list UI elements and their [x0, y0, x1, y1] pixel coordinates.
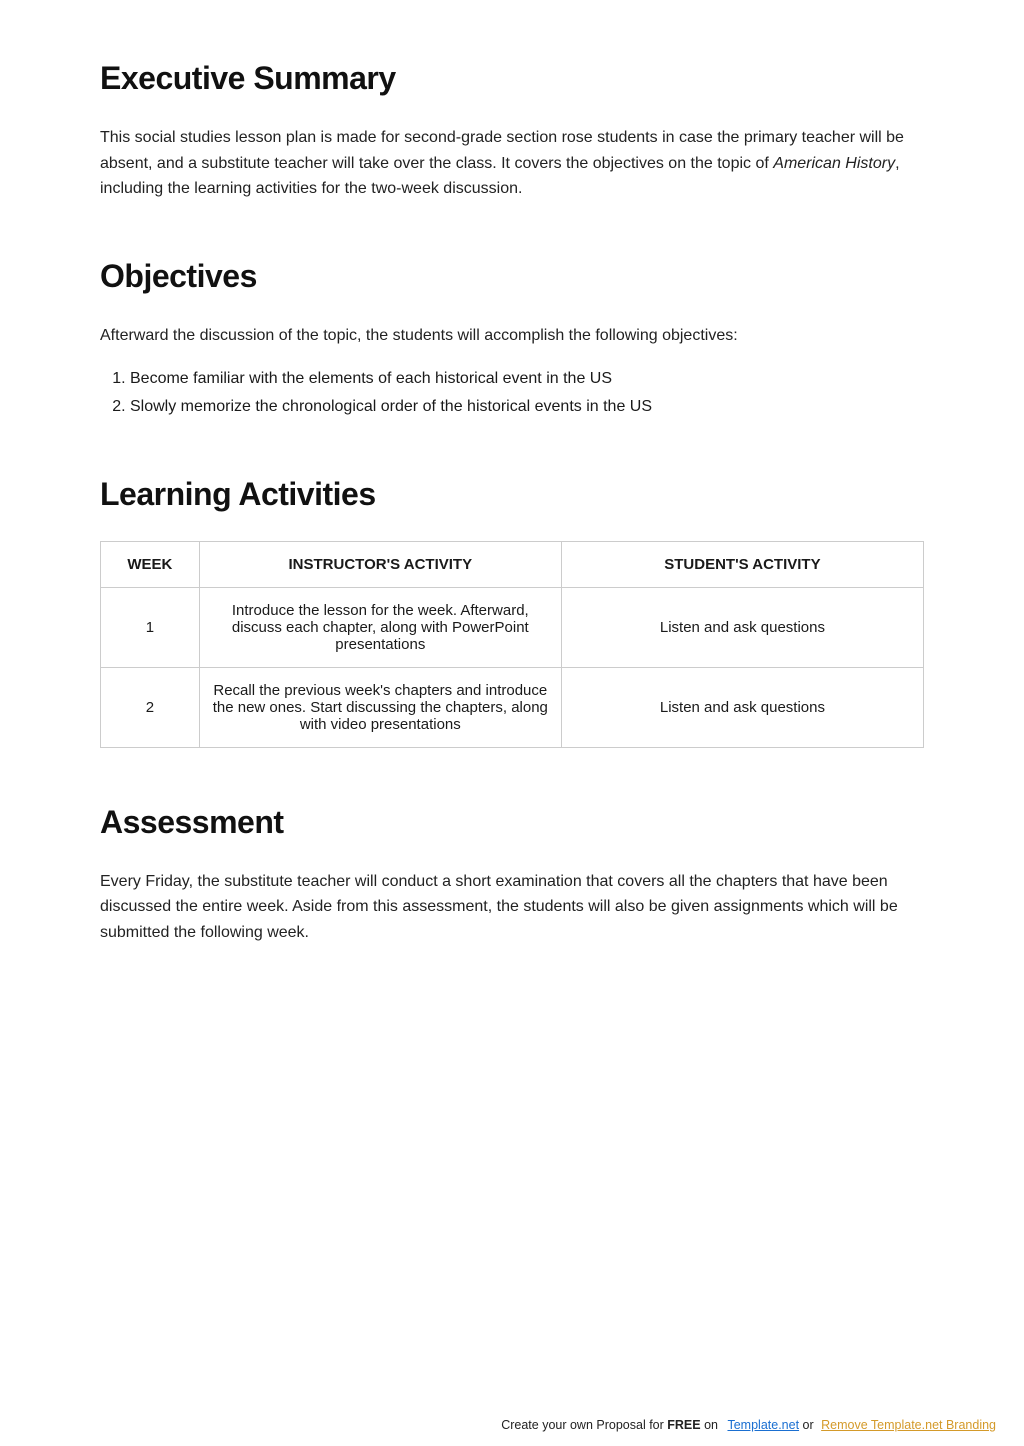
- footer-branding: Create your own Proposal for FREE on Tem…: [0, 1418, 1024, 1432]
- learning-activities-heading: Learning Activities: [100, 476, 924, 513]
- footer-or: or: [799, 1418, 817, 1432]
- template-link[interactable]: Template.net: [727, 1418, 799, 1432]
- col-header-instructor: INSTRUCTOR'S ACTIVITY: [199, 541, 561, 587]
- cell-student: Listen and ask questions: [561, 587, 923, 667]
- cell-student: Listen and ask questions: [561, 667, 923, 747]
- cell-instructor: Introduce the lesson for the week. After…: [199, 587, 561, 667]
- executive-summary-heading: Executive Summary: [100, 60, 924, 97]
- cell-instructor: Recall the previous week's chapters and …: [199, 667, 561, 747]
- assessment-text: Every Friday, the substitute teacher wil…: [100, 869, 924, 946]
- table-row: 2 Recall the previous week's chapters an…: [101, 667, 924, 747]
- footer-on: on: [701, 1418, 718, 1432]
- executive-summary-text: This social studies lesson plan is made …: [100, 125, 924, 202]
- footer-lead: Create your own Proposal for: [501, 1418, 667, 1432]
- document-page: Executive Summary This social studies le…: [0, 0, 1024, 1446]
- objectives-heading: Objectives: [100, 258, 924, 295]
- assessment-section: Assessment Every Friday, the substitute …: [100, 804, 924, 946]
- cell-week: 1: [101, 587, 200, 667]
- objectives-list: Become familiar with the elements of eac…: [100, 366, 924, 419]
- objectives-section: Objectives Afterward the discussion of t…: [100, 258, 924, 420]
- col-header-student: STUDENT'S ACTIVITY: [561, 541, 923, 587]
- learning-activities-section: Learning Activities WEEK INSTRUCTOR'S AC…: [100, 476, 924, 748]
- list-item: Become familiar with the elements of eac…: [130, 366, 924, 392]
- assessment-heading: Assessment: [100, 804, 924, 841]
- col-header-week: WEEK: [101, 541, 200, 587]
- objectives-intro: Afterward the discussion of the topic, t…: [100, 323, 924, 349]
- remove-branding-link[interactable]: Remove Template.net Branding: [821, 1418, 996, 1432]
- exec-text-italic: American History: [773, 155, 895, 172]
- table-row: 1 Introduce the lesson for the week. Aft…: [101, 587, 924, 667]
- list-item: Slowly memorize the chronological order …: [130, 394, 924, 420]
- footer-free: FREE: [667, 1418, 700, 1432]
- cell-week: 2: [101, 667, 200, 747]
- executive-summary-section: Executive Summary This social studies le…: [100, 60, 924, 202]
- activities-table: WEEK INSTRUCTOR'S ACTIVITY STUDENT'S ACT…: [100, 541, 924, 748]
- table-header-row: WEEK INSTRUCTOR'S ACTIVITY STUDENT'S ACT…: [101, 541, 924, 587]
